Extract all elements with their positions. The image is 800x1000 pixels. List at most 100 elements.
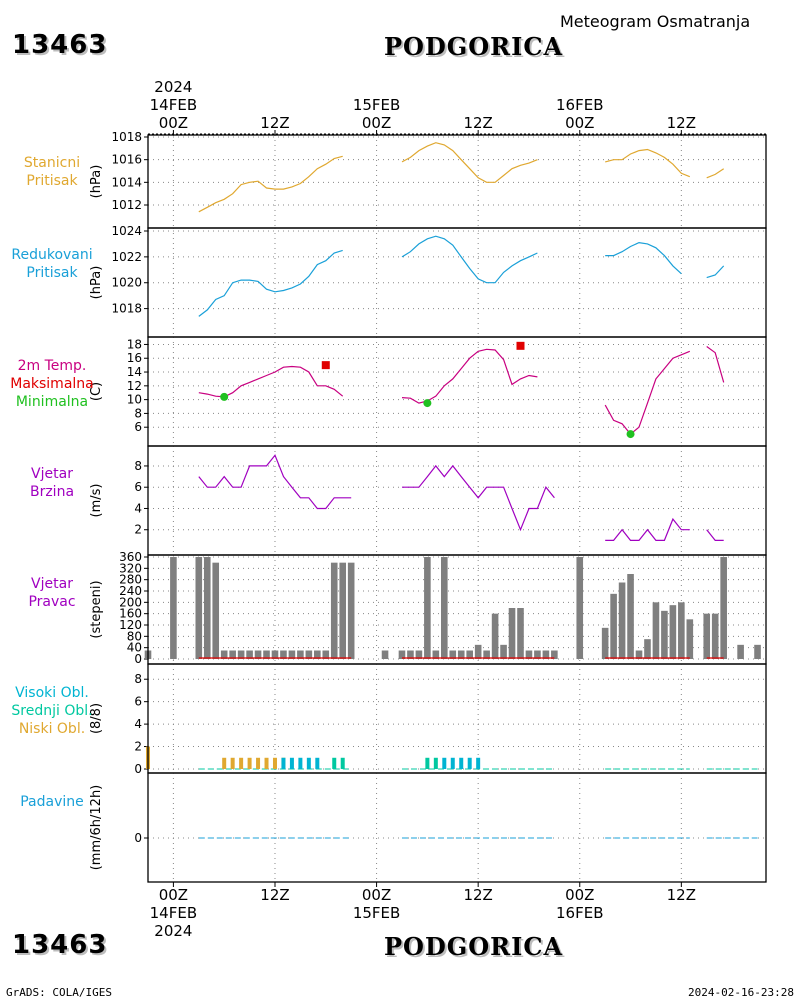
series-line [605,241,682,275]
panel-label-line: Minimalna [16,394,88,410]
direction-bar [280,650,287,659]
series-line [198,155,343,213]
direction-bar [610,593,617,659]
direction-bar [254,650,262,659]
direction-bar [627,574,634,659]
y-tick-label: 8 [134,672,142,686]
direction-bar [711,613,719,659]
direction-bar [466,650,473,659]
mid-cloud-bar [332,757,337,769]
bottom-hour-tick-label: 12Z [667,886,696,904]
panel-redukovani: 1018 1020 1022 1024 (hPa) Redukovani Pritisak [11,224,767,338]
direction-bar [263,650,270,659]
top-date-label: 14FEB [150,96,197,114]
top-date-label: 15FEB [353,96,400,114]
low-cloud-bar [222,757,227,769]
direction-bar [491,613,499,659]
station-id-top: 13463 [12,30,108,60]
panel-label-line: Stanicni [24,155,80,171]
y-tick-label: 0 [134,831,142,845]
direction-bar [542,650,550,659]
y-tick-label: 320 [119,561,142,575]
panel-label-line: Pritisak [26,173,78,189]
direction-bar [339,562,347,659]
y-tick-label: 2 [134,740,142,754]
direction-bar [669,605,677,659]
series-line [401,235,538,284]
y-tick-label: 200 [119,595,142,609]
series-line [402,464,555,532]
low-cloud-bar [247,757,252,769]
panel-label-line: 2m Temp. [18,358,87,374]
y-tick-label: 12 [127,379,142,393]
y-tick-label: 4 [134,501,142,515]
footer-timestamp: 2024-02-16-23:28 [688,986,794,999]
high-cloud-bar [476,757,481,769]
panel-unit-label: (m/s) [89,484,104,518]
mid-cloud-bar [433,757,438,769]
min-temp-marker [220,392,229,401]
direction-bar [720,557,727,659]
max-temp-marker [516,341,525,350]
direction-bar [381,650,389,659]
direction-bar [635,650,643,659]
y-tick-label: 1014 [111,175,142,189]
direction-bar [212,562,220,659]
low-cloud-bar [256,757,261,769]
direction-bar [661,610,668,659]
series-line [706,346,725,383]
panel-label-line: Brzina [30,484,74,500]
y-tick-label: 6 [134,695,142,709]
panel-label-line: Vjetar [31,576,73,592]
direction-bar [483,650,490,659]
panel-label-line: Niski Obl. [19,721,85,737]
direction-bar [271,650,279,659]
bottom-hour-tick-label: 12Z [260,886,289,904]
series-line [401,348,538,404]
bottom-hour-tick-label: 00Z [362,886,391,904]
y-tick-label: 18 [127,337,142,351]
footer-credit: GrADS: COLA/IGES [6,986,112,999]
min-temp-marker [423,399,432,408]
direction-bar [754,644,761,659]
panel-unit-label: (C) [89,382,104,401]
low-cloud-bar [230,757,235,769]
panel-frame [147,134,767,229]
y-tick-label: 240 [119,584,142,598]
y-tick-label: 8 [134,406,142,420]
bottom-year-label: 2024 [154,922,192,940]
y-tick-label: 120 [119,618,142,632]
series-line [706,265,725,279]
y-tick-label: 160 [119,607,142,621]
direction-bar [297,650,304,659]
y-tick-label: 1018 [111,302,142,316]
direction-bar [457,650,465,659]
y-tick-label: 16 [127,351,142,365]
panel-label-line: Srednji Obl. [11,703,92,719]
bottom-hour-tick-label: 00Z [159,886,188,904]
city-title-bottom: PODGORICA [384,932,564,961]
panel-unit-label: (8/8) [89,703,104,734]
direction-bar [305,650,313,659]
direction-bar [195,557,203,659]
series-line [198,365,344,398]
series-line [198,454,352,510]
direction-bar [314,650,321,659]
direction-bar [576,557,584,659]
high-cloud-bar [459,757,464,769]
low-cloud-bar [264,757,269,769]
low-cloud-bar [272,757,277,769]
panel-unit-label: (mm/6h/12h) [89,785,104,871]
series-line [401,142,538,183]
panel-label-line: Padavine [20,794,84,810]
y-tick-label: 360 [119,550,142,564]
direction-bar [500,644,507,659]
direction-bar [601,627,609,659]
direction-bar [322,650,330,659]
bottom-hour-tick-label: 12Z [463,886,492,904]
series-line [605,148,691,178]
direction-bar [652,602,660,659]
direction-bar [441,557,448,659]
